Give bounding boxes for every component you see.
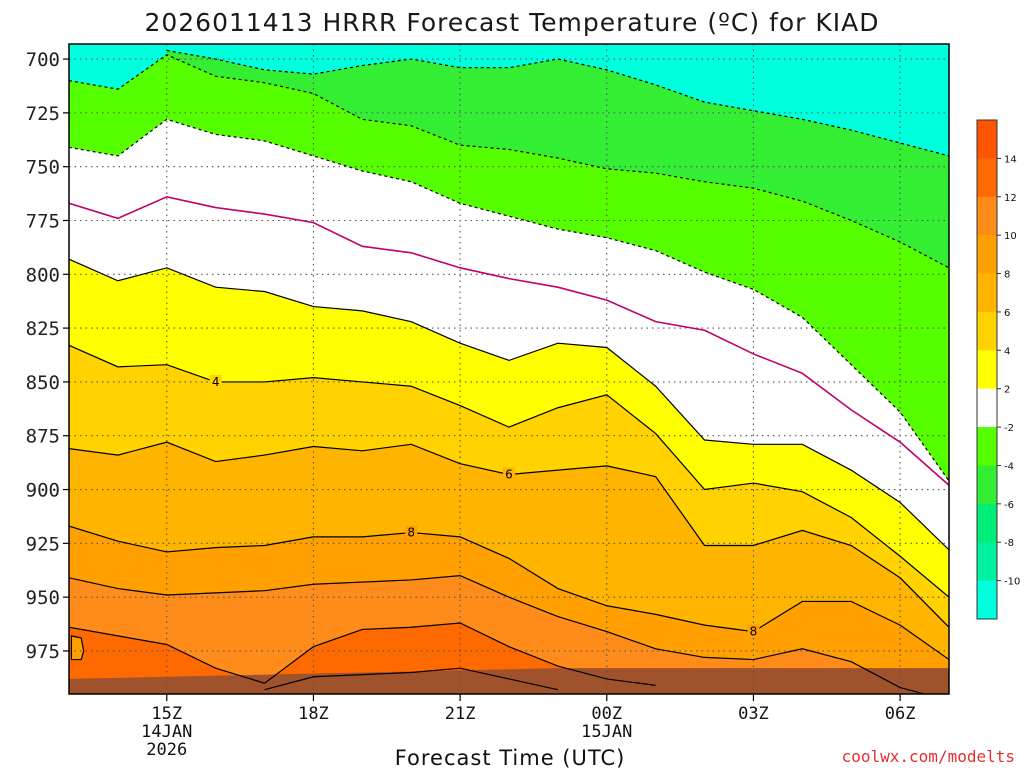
contour-line	[69, 622, 656, 686]
contour-label-bg	[209, 374, 222, 388]
x-tick-label: 15Z	[151, 704, 182, 724]
contour-line	[166, 49, 949, 157]
y-tick-label: 750	[26, 157, 60, 179]
contour-label-bg	[503, 467, 515, 481]
contour-label-bg	[405, 525, 418, 539]
x-axis-label: Forecast Time (UTC)	[395, 746, 626, 768]
contour-line	[264, 667, 559, 691]
y-tick-label: 825	[26, 318, 60, 340]
x-tick-label: 00Z	[591, 704, 622, 724]
ground-surface	[69, 668, 949, 694]
colorbar-swatch	[977, 580, 997, 620]
colorbar-tick-label: -4	[1004, 461, 1014, 472]
plot-frame	[68, 43, 950, 695]
y-tick-label: 775	[26, 210, 60, 232]
x-tick-label: 06Z	[885, 704, 916, 724]
colorbar-swatch	[977, 120, 997, 159]
y-tick-label: 725	[26, 103, 60, 125]
x-tick-label: 14JAN	[141, 722, 192, 742]
y-tick-label: 850	[26, 372, 60, 394]
contour-label: 6	[505, 467, 513, 481]
y-tick-label: 900	[26, 480, 60, 502]
y-tick-label: 950	[26, 587, 60, 609]
x-tick-label: 18Z	[298, 704, 329, 724]
colorbar-swatch	[977, 273, 997, 313]
colorbar-tick-label: 14	[1004, 154, 1017, 165]
colorbar-swatch	[977, 503, 997, 543]
contour-label: 4	[212, 375, 220, 389]
colorbar-tick-label: -10	[1004, 577, 1020, 588]
credit-text: coolwx.com/modelts	[842, 747, 1015, 766]
y-tick-label: 800	[26, 264, 60, 286]
colorbar-swatch	[977, 311, 997, 351]
x-tick-label: 15JAN	[581, 722, 632, 742]
contour-line	[69, 54, 949, 269]
colorbar-tick-label: 12	[1004, 193, 1017, 204]
y-tick-label: 925	[26, 533, 60, 555]
colorbar-frame	[976, 119, 998, 620]
colorbar-swatch	[977, 388, 997, 428]
colorbar: 14 12 10 8 6 4 2 -2 -4 -6 -8 -10	[976, 119, 1020, 620]
contour-line	[70, 635, 85, 661]
colorbar-tick-label: 2	[1004, 385, 1010, 396]
colorbar-tick-label: -6	[1004, 500, 1014, 511]
y-tick-label: 700	[26, 49, 60, 71]
colorbar-tick-label: 8	[1004, 270, 1010, 281]
colorbar-tick-label: 4	[1004, 346, 1010, 357]
colorbar-swatch	[977, 235, 997, 275]
contour-line	[69, 258, 949, 551]
x-tick-label: 2026	[146, 740, 187, 760]
y-tick-label: 875	[26, 426, 60, 448]
colorbar-tick-label: -2	[1004, 423, 1014, 434]
contour-line	[69, 195, 949, 486]
y-tick-label: 975	[26, 641, 60, 663]
plot-area: 4 6 8 8	[69, 44, 949, 694]
colorbar-tick-label: 10	[1004, 231, 1017, 242]
colorbar-swatch	[977, 427, 997, 466]
contour-label-bg	[747, 624, 760, 638]
x-tick-label: 03Z	[738, 704, 769, 724]
colorbar-swatch	[977, 158, 997, 198]
colorbar-tick-label: 6	[1004, 308, 1010, 319]
contour-label: 8	[750, 625, 758, 639]
contour-line	[69, 575, 927, 694]
band-fill-pocket	[71, 635, 84, 660]
colorbar-swatch	[977, 196, 997, 236]
contour-label: 8	[407, 526, 415, 540]
colorbar-tick-label: -8	[1004, 538, 1014, 549]
colorbar-swatch	[977, 465, 997, 505]
chart-title: 2026011413 HRRR Forecast Temperature (ºC…	[144, 8, 879, 37]
x-tick-label: 21Z	[445, 704, 476, 724]
y-axis: 700 725 750 775 800 825 850 875 900 925 950 975	[26, 49, 69, 663]
contour-line	[69, 525, 949, 661]
colorbar-swatch	[977, 542, 997, 582]
colorbar-swatch	[977, 350, 997, 390]
